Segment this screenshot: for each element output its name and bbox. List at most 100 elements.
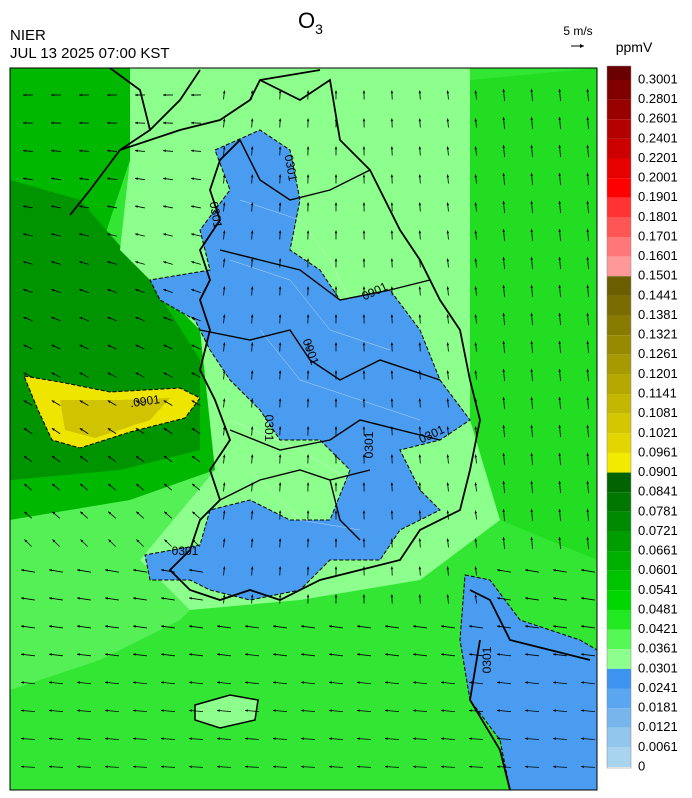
wind-arrow-head	[79, 400, 83, 403]
wind-arrow-head	[278, 538, 282, 542]
wind-arrow	[161, 625, 175, 629]
wind-arrow-head	[385, 737, 388, 740]
wind-arrow-head	[418, 398, 422, 402]
colorbar-label: 0.2601	[638, 111, 678, 126]
colorbar-swatch	[607, 688, 631, 709]
wind-arrow	[79, 400, 89, 406]
wind-arrow-head	[51, 93, 54, 97]
wind-arrow-head	[164, 511, 168, 515]
wind-arrow-head	[77, 681, 80, 684]
wind-arrow	[244, 737, 260, 740]
wind-arrow	[306, 342, 310, 352]
wind-arrow	[250, 146, 254, 156]
wind-arrow	[469, 625, 483, 629]
wind-arrow	[50, 121, 62, 125]
wind-arrow-head	[362, 342, 366, 346]
wind-arrow-head	[502, 453, 505, 456]
wind-arrow-head	[474, 174, 478, 178]
wind-arrow-head	[334, 286, 338, 290]
wind-arrow-head	[530, 397, 533, 400]
wind-arrow	[79, 288, 89, 294]
wind-arrow-head	[189, 681, 192, 684]
wind-arrow-head	[586, 425, 589, 428]
wind-arrow	[580, 765, 596, 769]
wind-arrow-head	[525, 653, 528, 656]
wind-arrow	[474, 426, 478, 436]
wind-arrow	[306, 202, 310, 212]
wind-arrow	[79, 233, 89, 237]
wind-arrow-head	[189, 653, 192, 656]
wind-arrow-head	[133, 653, 136, 656]
wind-arrow-head	[135, 372, 139, 376]
wind-arrow-head	[191, 205, 194, 208]
wind-arrow	[21, 625, 35, 629]
wind-arrow-head	[334, 230, 338, 234]
wind-arrow	[250, 286, 254, 296]
wind-arrow-head	[107, 316, 111, 320]
wind-arrow	[20, 709, 36, 713]
wind-arrow-head	[474, 146, 478, 150]
wind-arrow-head	[189, 569, 192, 572]
colorbar-label: 0.2001	[638, 170, 678, 185]
wind-arrow-head	[581, 597, 584, 600]
wind-arrow-head	[163, 177, 166, 180]
wind-arrow-head	[192, 539, 196, 543]
wind-arrow-head	[586, 537, 589, 540]
wind-arrow-head	[362, 566, 366, 570]
map-frame	[9, 67, 598, 791]
wind-arrow	[133, 597, 147, 601]
wind-arrow	[558, 284, 561, 298]
wind-arrow-head	[222, 118, 226, 122]
wind-arrow-head	[334, 342, 338, 346]
wind-arrow	[278, 510, 282, 520]
wind-arrow-head	[362, 146, 366, 150]
wind-arrow	[51, 511, 61, 519]
wind-arrow-head	[441, 709, 444, 712]
wind-arrow-head	[558, 453, 561, 456]
colorbar-swatch	[607, 727, 631, 748]
wind-arrow	[250, 594, 254, 604]
wind-arrow	[191, 205, 201, 209]
wind-arrow-head	[222, 146, 226, 150]
wind-arrow	[222, 258, 226, 268]
wind-arrow-head	[418, 342, 422, 346]
wind-arrow-head	[250, 174, 254, 178]
wind-arrow-head	[418, 594, 422, 598]
wind-arrow	[474, 118, 478, 128]
wind-arrow	[162, 121, 174, 125]
wind-arrow-head	[586, 313, 589, 316]
title-subscript: 3	[315, 21, 323, 37]
wind-arrow-head	[273, 653, 276, 656]
wind-arrow	[418, 454, 422, 464]
wind-arrow-head	[357, 681, 360, 684]
wind-arrow-head	[446, 90, 450, 94]
colorbar-swatch	[607, 551, 631, 571]
wind-arrow	[334, 118, 338, 128]
wind-arrow	[530, 396, 533, 410]
wind-arrow	[502, 480, 505, 494]
wind-arrow-head	[51, 233, 55, 236]
wind-arrow-head	[418, 426, 422, 430]
wind-arrow-head	[79, 149, 82, 153]
wind-arrow-head	[79, 344, 83, 348]
wind-arrow	[530, 144, 533, 158]
wind-arrow	[502, 116, 505, 130]
wind-arrow-head	[306, 426, 310, 430]
wind-arrow	[163, 205, 173, 209]
wind-arrow	[191, 455, 201, 463]
wind-arrow-head	[530, 285, 533, 288]
wind-arrow	[468, 765, 484, 769]
wind-arrow-head	[441, 765, 444, 769]
wind-arrow	[390, 342, 394, 352]
wind-arrow-head	[24, 511, 28, 515]
wind-arrow	[278, 286, 282, 296]
wind-arrow	[300, 681, 316, 685]
wind-arrow-head	[329, 737, 332, 740]
wind-arrow-head	[413, 709, 416, 712]
wind-arrow-head	[469, 709, 472, 712]
wind-arrow	[497, 597, 511, 601]
wind-arrow	[334, 426, 338, 436]
colorbar-label: 0.1201	[638, 366, 678, 381]
wind-arrow	[135, 372, 145, 378]
wind-arrow	[273, 653, 287, 657]
